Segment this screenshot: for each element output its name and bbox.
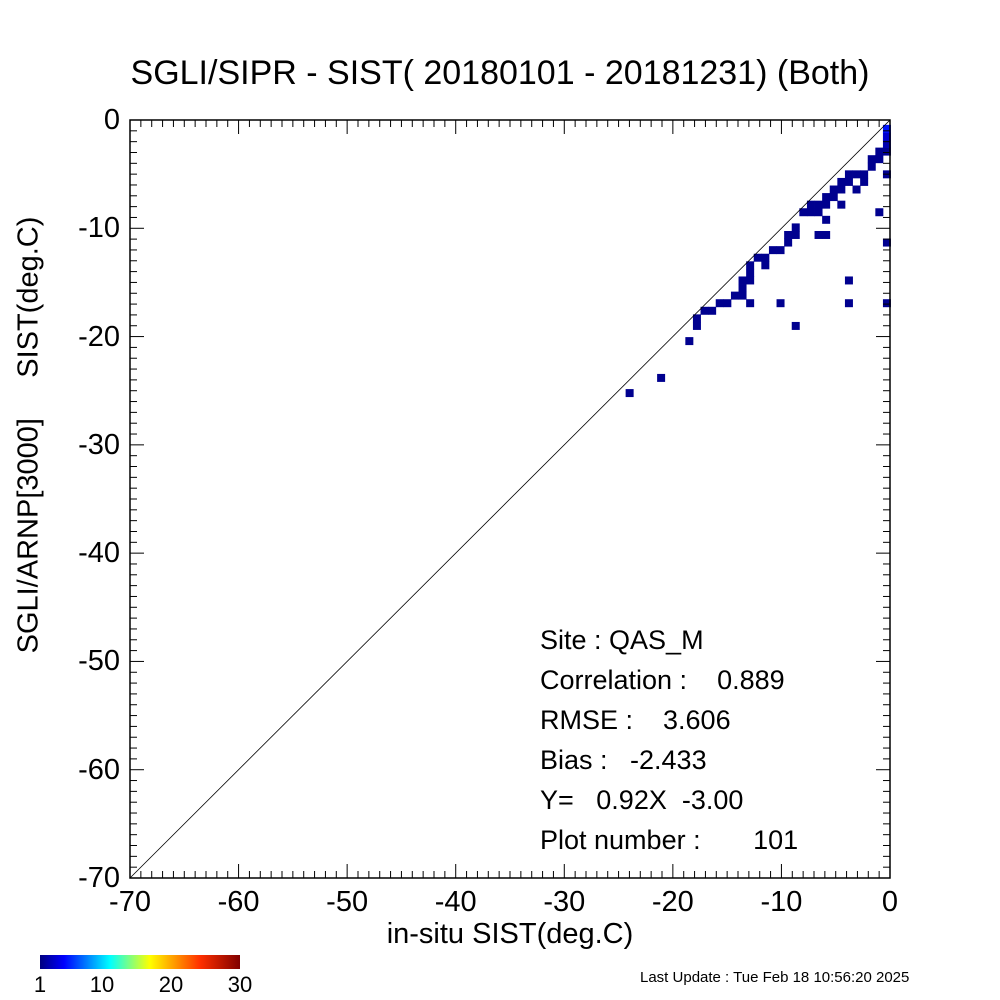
heatmap-cell — [860, 170, 869, 179]
x-tick-label: -20 — [651, 886, 694, 918]
heatmap-cell — [806, 208, 815, 217]
heatmap-cell — [875, 208, 884, 217]
heatmap-cell — [844, 299, 853, 308]
y-tick-label: -50 — [78, 645, 120, 678]
heatmap-cell — [784, 238, 793, 247]
heatmap-cell — [738, 276, 747, 285]
heatmap-cell — [814, 230, 823, 239]
heatmap-cell — [761, 253, 770, 262]
heatmap-cell — [867, 162, 876, 171]
colorbar-tick-label: 1 — [33, 972, 47, 997]
heatmap-cell — [746, 276, 755, 285]
heatmap-cell — [814, 200, 823, 209]
y-tick-label: -40 — [78, 537, 120, 570]
heatmap-cell — [776, 246, 785, 255]
x-tick-label: -40 — [434, 886, 477, 918]
heatmap-cell — [852, 170, 861, 179]
heatmap-cell — [822, 193, 831, 202]
x-tick-label: 0 — [881, 886, 899, 918]
one-to-one-line — [129, 119, 891, 879]
heatmap-cell — [784, 230, 793, 239]
last-update-text: Last Update : Tue Feb 18 10:56:20 2025 — [640, 969, 910, 986]
heatmap-cell — [844, 170, 853, 179]
heatmap-cell — [882, 299, 891, 308]
heatmap-cell — [738, 284, 747, 293]
x-tick-label: -10 — [760, 886, 803, 918]
colorbar-tick-label: 20 — [158, 972, 184, 997]
colorbar — [40, 955, 240, 969]
heatmap-cell — [791, 230, 800, 239]
heatmap-cell — [860, 177, 869, 186]
x-tick-label: -30 — [543, 886, 586, 918]
heatmap-cells — [625, 124, 891, 398]
heatmap-cell — [806, 200, 815, 209]
heatmap-cell — [708, 306, 717, 315]
heatmap-cell — [844, 177, 853, 186]
y-tick-label: -30 — [78, 428, 120, 461]
heatmap-cell — [730, 291, 739, 300]
heatmap-cell — [685, 337, 694, 346]
x-tick-label: -60 — [217, 886, 260, 918]
heatmap-cell — [746, 268, 755, 277]
x-tick-label: -50 — [326, 886, 369, 918]
heatmap-cell — [867, 155, 876, 164]
stat-site: Site : QAS_M — [540, 625, 704, 655]
heatmap-cell — [753, 253, 762, 262]
stat-bias: Bias : -2.433 — [540, 745, 707, 775]
heatmap-cell — [625, 389, 634, 398]
heatmap-cell — [829, 185, 838, 194]
heatmap-cell — [791, 321, 800, 330]
x-axis-label: in-situ SIST(deg.C) — [386, 918, 634, 950]
y-tick-label: -20 — [78, 320, 120, 353]
heatmap-cell — [875, 147, 884, 156]
heatmap-cell — [844, 276, 853, 285]
heatmap-cell — [692, 321, 701, 330]
heatmap-cell — [776, 299, 785, 308]
heatmap-cell — [837, 200, 846, 209]
y-tick-label: -70 — [78, 862, 120, 894]
heatmap-cell — [882, 124, 891, 133]
y-tick-label: -60 — [78, 753, 120, 786]
heatmap-cell — [746, 261, 755, 270]
heatmap-cell — [761, 261, 770, 270]
stat-correlation: Correlation : 0.889 — [540, 665, 785, 695]
heatmap-cell — [700, 306, 709, 315]
heatmap-cell — [875, 155, 884, 164]
y-axis-label: SGLI/ARNP[3000] SIST(deg.C) — [12, 216, 45, 654]
heatmap-cell — [829, 193, 838, 202]
heatmap-cell — [882, 140, 891, 149]
heatmap-cell — [814, 208, 823, 217]
x-tick-label: -70 — [109, 886, 151, 918]
heatmap-cell — [882, 132, 891, 141]
heatmap-cell — [692, 314, 701, 323]
heatmap-cell — [791, 223, 800, 232]
heatmap-cell — [882, 238, 891, 247]
heatmap-cell — [822, 200, 831, 209]
heatmap-cell — [822, 230, 831, 239]
y-tick-label: -10 — [78, 212, 120, 245]
heatmap-cell — [822, 215, 831, 224]
heatmap-cell — [715, 299, 724, 308]
stat-plot-number: Plot number : 101 — [540, 825, 799, 855]
heatmap-cell — [799, 208, 808, 217]
heatmap-cell — [837, 177, 846, 186]
stat-fit: Y= 0.92X -3.00 — [540, 785, 744, 815]
heatmap-cell — [746, 299, 755, 308]
stats-panel: Site : QAS_M Correlation : 0.889 RMSE : … — [540, 620, 798, 860]
stat-rmse: RMSE : 3.606 — [540, 705, 731, 735]
colorbar-tick-label: 30 — [227, 972, 253, 997]
heatmap-cell — [738, 291, 747, 300]
heatmap-cell — [657, 373, 666, 382]
heatmap-cell — [852, 185, 861, 194]
colorbar-tick-label: 10 — [89, 972, 115, 997]
heatmap-cell — [723, 299, 732, 308]
heatmap-cell — [882, 147, 891, 156]
y-tick-label: 0 — [103, 104, 120, 136]
heatmap-cell — [768, 246, 777, 255]
chart-title: SGLI/SIPR - SIST( 20180101 - 20181231) (… — [130, 54, 870, 92]
axis-ticks — [129, 119, 891, 879]
heatmap-cell — [837, 185, 846, 194]
